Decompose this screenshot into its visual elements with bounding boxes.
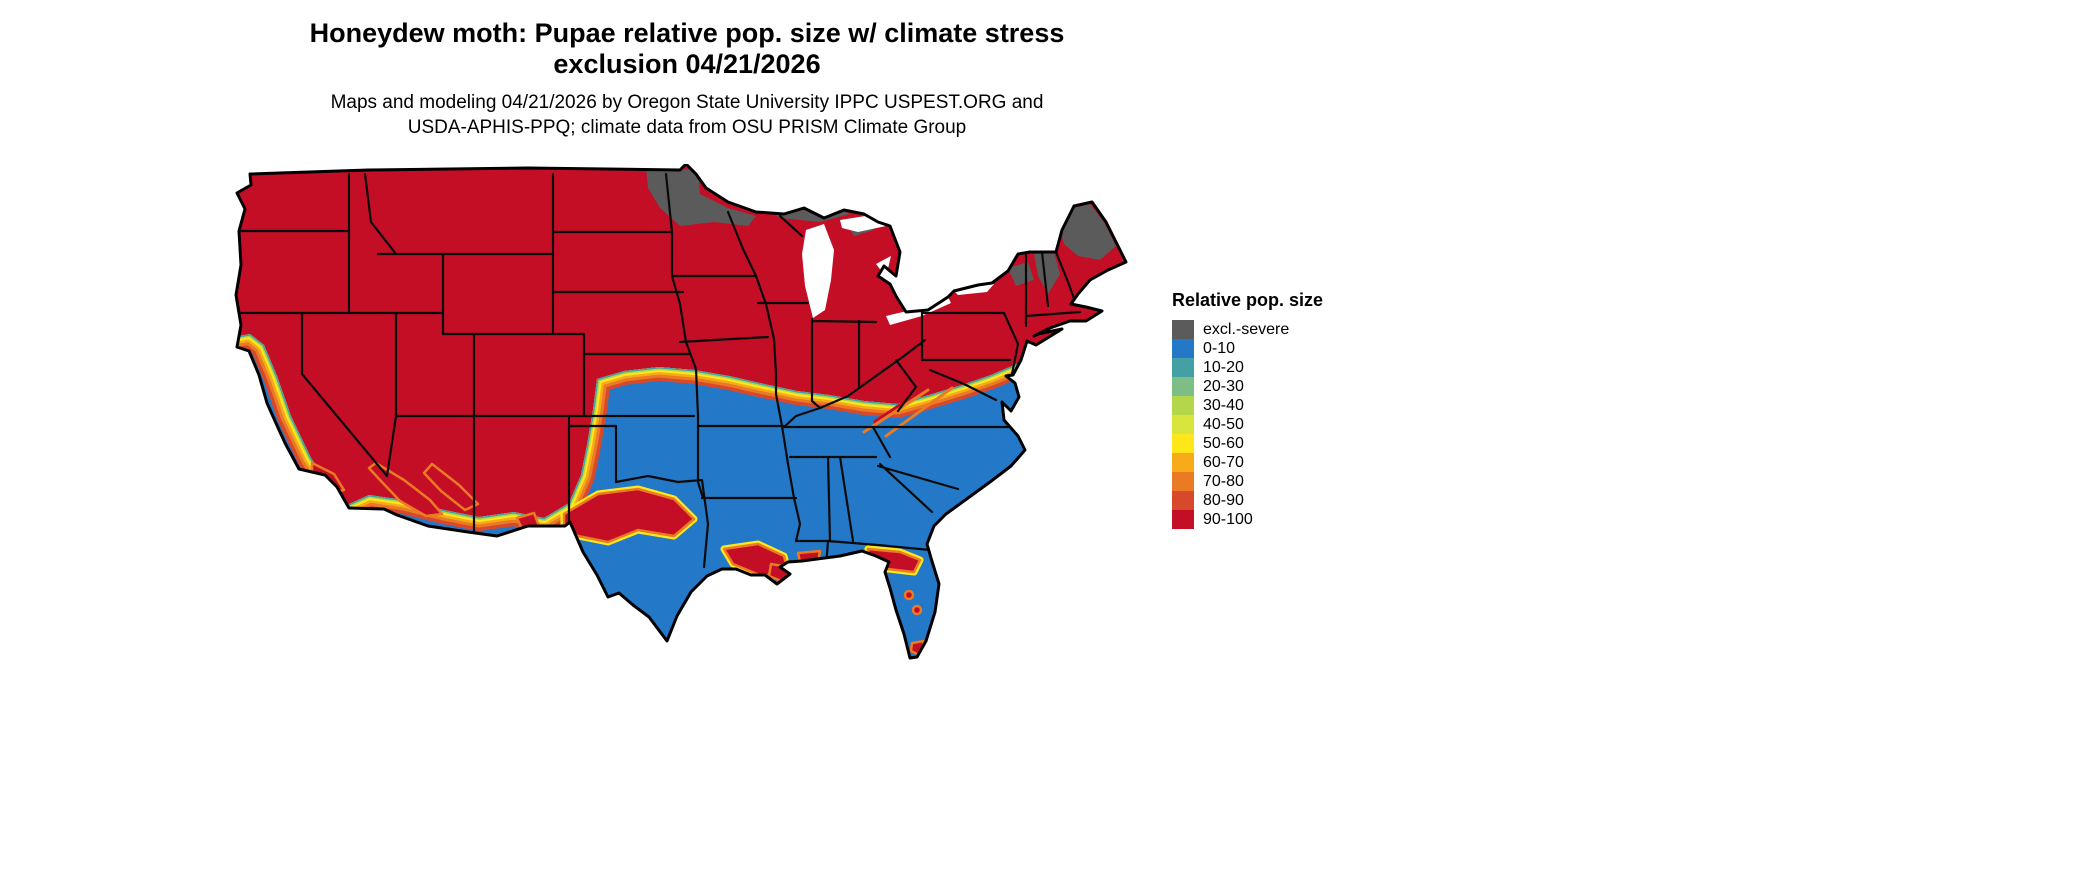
legend-item: 10-20 [1172,358,1323,377]
subtitle-line-2: USDA-APHIS-PPQ; climate data from OSU PR… [407,117,967,138]
page-subtitle: Maps and modeling 04/21/2026 by Oregon S… [0,90,1374,140]
legend-swatch [1172,491,1194,510]
excluded-white-mountains [1034,252,1060,294]
legend-swatch [1172,415,1194,434]
page-title: Honeydew moth: Pupae relative pop. size … [0,18,1374,80]
legend-item-label: 40-50 [1203,416,1244,433]
legend-item-label: 30-40 [1203,397,1244,414]
legend-swatch [1172,339,1194,358]
legend-item-label: 50-60 [1203,435,1244,452]
legend-item: 20-30 [1172,377,1323,396]
patch-central-florida [903,589,915,601]
legend-title: Relative pop. size [1172,290,1324,310]
legend-item-label: 10-20 [1203,359,1244,376]
us-outline [234,162,1128,660]
legend-item: excl.-severe [1172,320,1323,339]
legend-item: 0-10 [1172,339,1323,358]
legend-item-label: 80-90 [1203,492,1244,509]
legend-items: excl.-severe 0-10 10-20 20-30 30-40 40-5… [1172,320,1323,529]
legend-item-label: 20-30 [1203,378,1244,395]
legend-swatch [1172,358,1194,377]
legend-item-label: excl.-severe [1203,321,1290,338]
us-map-svg [234,162,1128,660]
legend-item-label: 60-70 [1203,454,1244,471]
lake-michigan [802,224,834,318]
patch-arizona-mountains-2 [422,462,480,512]
legend: Relative pop. size excl.-severe 0-10 10-… [1172,290,1323,529]
legend-swatch [1172,320,1194,339]
patch-appalachian-ridge-3 [862,388,930,434]
legend-item-label: 90-100 [1203,511,1253,528]
legend-swatch [1172,453,1194,472]
legend-item-label: 0-10 [1203,340,1236,357]
legend-item: 30-40 [1172,396,1323,415]
us-map [228,162,1148,674]
title-line-2: exclusion 04/21/2026 [553,49,821,79]
legend-swatch [1172,377,1194,396]
state-borders [236,172,1082,569]
legend-swatch [1172,472,1194,491]
legend-item: 90-100 [1172,510,1323,529]
legend-swatch [1172,396,1194,415]
legend-item: 60-70 [1172,453,1323,472]
legend-item-label: 70-80 [1203,473,1244,490]
legend-swatch [1172,510,1194,529]
patch-appalachian-ridge-1 [873,374,947,425]
excluded-northern-maine [1060,204,1116,260]
legend-item: 70-80 [1172,472,1323,491]
excluded-adirondacks [1008,262,1034,286]
subtitle-line-1: Maps and modeling 04/21/2026 by Oregon S… [330,92,1044,113]
title-line-1: Honeydew moth: Pupae relative pop. size … [309,18,1065,48]
legend-item: 40-50 [1172,415,1323,434]
legend-item: 50-60 [1172,434,1323,453]
patch-central-florida-2 [911,604,923,616]
legend-item: 80-90 [1172,491,1323,510]
legend-swatch [1172,434,1194,453]
